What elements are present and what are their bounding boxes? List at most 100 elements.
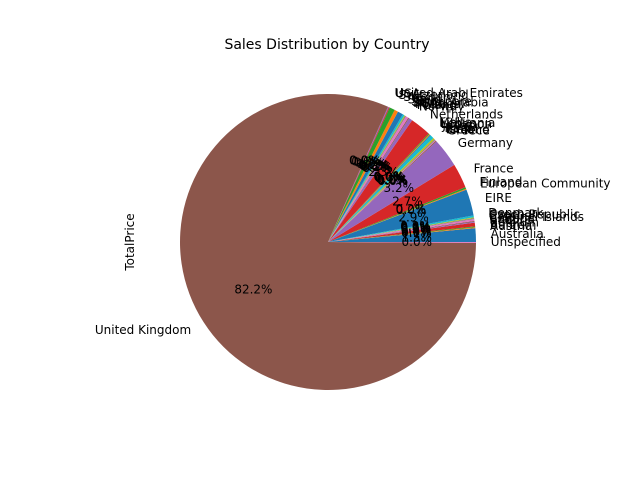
pct-label-israel: 0.0% xyxy=(377,173,408,187)
wedge-australia xyxy=(328,228,476,242)
wedge-switzerland xyxy=(328,107,395,242)
wedge-israel xyxy=(328,139,436,242)
pct-label-austria: 0.1% xyxy=(401,226,432,240)
wedge-denmark xyxy=(328,215,474,242)
wedge-united-arab-emirates xyxy=(328,106,389,242)
wedge-brazil xyxy=(328,221,475,242)
slice-label-usa: USA xyxy=(395,86,421,100)
wedge-germany xyxy=(328,141,455,242)
wedge-channel-islands xyxy=(328,219,475,242)
slice-label-lithuania: Lithuania xyxy=(440,116,496,130)
pct-label-greece: 0.0% xyxy=(378,174,409,188)
pct-label-czech-republic: 0.0% xyxy=(400,220,431,234)
pct-label-australia: 1.5% xyxy=(401,230,432,244)
pct-label-germany: 3.2% xyxy=(384,181,415,195)
wedge-usa xyxy=(328,107,390,242)
wedge-japan xyxy=(328,135,434,242)
pct-label-cyprus: 0.1% xyxy=(400,220,431,234)
slice-label-germany: Germany xyxy=(458,136,513,150)
slice-label-iceland: Iceland xyxy=(446,123,489,137)
pct-label-belgium: 0.4% xyxy=(401,224,432,238)
slice-label-switzerland: Switzerland xyxy=(399,88,469,102)
pct-label-sweden: 0.4% xyxy=(354,156,385,170)
slice-label-singapore: Singapore xyxy=(411,95,472,109)
wedge-european-community xyxy=(328,188,467,242)
wedge-singapore xyxy=(328,114,405,242)
wedge-spain xyxy=(328,111,403,242)
pct-label-switzerland: 0.6% xyxy=(351,155,382,169)
slice-label-poland: Poland xyxy=(417,98,457,112)
slice-label-channel-islands: Channel Islands xyxy=(489,210,584,224)
pct-label-poland: 0.1% xyxy=(361,160,392,174)
pct-label-finland: 0.2% xyxy=(395,202,426,216)
wedge-czech-republic xyxy=(328,217,475,242)
pct-label-united-arab-emirates: 0.0% xyxy=(349,153,380,167)
pct-label-canada: 0.1% xyxy=(401,222,432,236)
wedge-iceland xyxy=(328,139,436,242)
chart-title: Sales Distribution by Country xyxy=(224,37,429,53)
slice-label-finland: Finland xyxy=(480,175,523,189)
wedge-finland xyxy=(328,187,467,242)
pie-labels: AustraliaAustriaBahrainBelgiumBrazilCana… xyxy=(95,86,611,337)
pct-label-united-kingdom: 82.2% xyxy=(234,283,272,297)
pct-label-brazil: 0.0% xyxy=(401,223,432,237)
wedge-lebanon xyxy=(328,134,431,242)
slice-label-european-community: European Community xyxy=(480,176,610,190)
wedge-cyprus xyxy=(328,218,475,242)
slice-label-portugal: Portugal xyxy=(415,97,465,111)
pct-label-denmark: 0.2% xyxy=(400,219,431,233)
wedge-eire xyxy=(328,189,474,242)
pct-label-lebanon: 0.0% xyxy=(374,170,405,184)
wedge-canada xyxy=(328,220,475,242)
wedge-malta xyxy=(328,133,430,242)
pct-label-bahrain: 0.0% xyxy=(401,225,432,239)
pct-label-saudi-arabia: 0.0% xyxy=(359,159,390,173)
pct-label-usa: 0.0% xyxy=(350,154,381,168)
slice-label-canada: Canada xyxy=(489,212,535,226)
pct-label-european-community: 0.0% xyxy=(396,203,427,217)
wedge-saudi-arabia xyxy=(328,115,406,242)
pct-label-norway: 0.4% xyxy=(362,161,393,175)
wedge-poland xyxy=(328,117,410,242)
pct-label-singapore: 0.2% xyxy=(358,158,389,172)
wedge-portugal xyxy=(328,116,409,242)
pct-label-portugal: 0.3% xyxy=(360,160,391,174)
wedge-lithuania xyxy=(328,134,431,242)
pct-label-eire: 2.9% xyxy=(398,211,429,225)
wedge-norway xyxy=(328,118,413,242)
slice-label-japan: Japan xyxy=(441,119,475,133)
slice-label-cyprus: Cyprus xyxy=(489,209,531,223)
slice-label-italy: Italy xyxy=(445,121,471,135)
slice-label-lebanon: Lebanon xyxy=(441,117,492,131)
slice-label-unspecified: Unspecified xyxy=(491,235,561,249)
slice-label-australia: Australia xyxy=(491,227,544,241)
wedge-greece xyxy=(328,140,437,242)
y-axis-label: TotalPrice xyxy=(123,213,137,271)
slice-label-rsa: RSA xyxy=(413,96,438,110)
pct-label-netherlands: 2.3% xyxy=(368,165,399,179)
wedge-rsa xyxy=(328,115,406,242)
slice-label-denmark: Denmark xyxy=(488,206,543,220)
pct-label-unspecified: 0.0% xyxy=(402,235,433,249)
slice-label-norway: Norway xyxy=(419,99,465,113)
wedge-unspecified xyxy=(328,242,477,243)
wedge-netherlands xyxy=(328,120,429,242)
pct-label-malta: 0.0% xyxy=(373,170,404,184)
pie-percent-labels: 1.5%0.1%0.0%0.4%0.0%0.1%0.2%0.1%0.0%0.2%… xyxy=(234,153,432,296)
slice-label-austria: Austria xyxy=(490,219,532,233)
slice-label-bahrain: Bahrain xyxy=(490,218,536,232)
slice-label-sweden: Sweden xyxy=(403,90,450,104)
pct-label-japan: 0.4% xyxy=(375,171,406,185)
wedge-sweden xyxy=(328,109,398,242)
wedge-united-kingdom xyxy=(180,94,477,391)
pct-label-rsa: 0.0% xyxy=(359,159,390,173)
slice-label-united-kingdom: United Kingdom xyxy=(95,323,191,337)
slice-label-netherlands: Netherlands xyxy=(430,108,503,122)
slice-label-israel: Israel xyxy=(446,122,479,136)
slice-label-greece: Greece xyxy=(447,123,490,137)
slice-label-saudi-arabia: Saudi Arabia xyxy=(413,95,489,109)
slice-label-belgium: Belgium xyxy=(490,215,539,229)
wedge-belgium xyxy=(328,222,476,242)
wedge-austria xyxy=(328,227,476,242)
